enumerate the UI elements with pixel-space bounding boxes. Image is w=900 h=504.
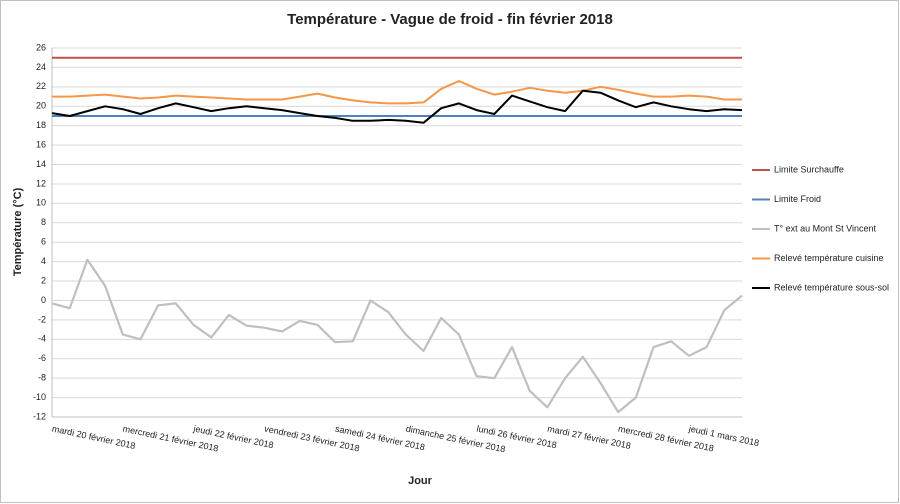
- y-tick-label: -8: [38, 373, 46, 383]
- series-line: [51, 258, 743, 414]
- y-tick-label: 16: [36, 139, 46, 149]
- y-tick-label: 0: [41, 295, 46, 305]
- y-tick-label: -6: [38, 353, 46, 363]
- legend-label: Limite Froid: [774, 194, 821, 204]
- legend-label: T° ext au Mont St Vincent: [774, 223, 876, 233]
- y-tick-label: 6: [41, 237, 46, 247]
- y-tick-label: 20: [36, 101, 46, 111]
- y-tick-label: -10: [33, 392, 46, 402]
- legend-label: Relevé température cuisine: [774, 253, 884, 263]
- y-tick-label: -4: [38, 334, 46, 344]
- y-tick-label: -2: [38, 314, 46, 324]
- y-tick-label: 14: [36, 159, 46, 169]
- series-line: [52, 80, 742, 105]
- y-tick-label: 10: [36, 198, 46, 208]
- chart-title: Température - Vague de froid - fin févri…: [287, 11, 613, 28]
- y-axis-label: Température (°C): [12, 187, 24, 276]
- y-tick-label: 12: [36, 178, 46, 188]
- y-tick-label: 26: [36, 42, 46, 52]
- y-tick-label: 8: [41, 217, 46, 227]
- y-tick-label: 4: [41, 256, 46, 266]
- series-line: [51, 89, 743, 124]
- y-tick-label: 18: [36, 120, 46, 130]
- legend-label: Limite Surchauffe: [774, 164, 844, 174]
- y-tick-label: 2: [41, 275, 46, 285]
- y-tick-label: -12: [33, 411, 46, 421]
- y-tick-label: 22: [36, 81, 46, 91]
- y-tick-label: 24: [36, 62, 46, 72]
- x-axis-label: Jour: [408, 475, 433, 487]
- legend-label: Relevé température sous-sol: [774, 282, 889, 292]
